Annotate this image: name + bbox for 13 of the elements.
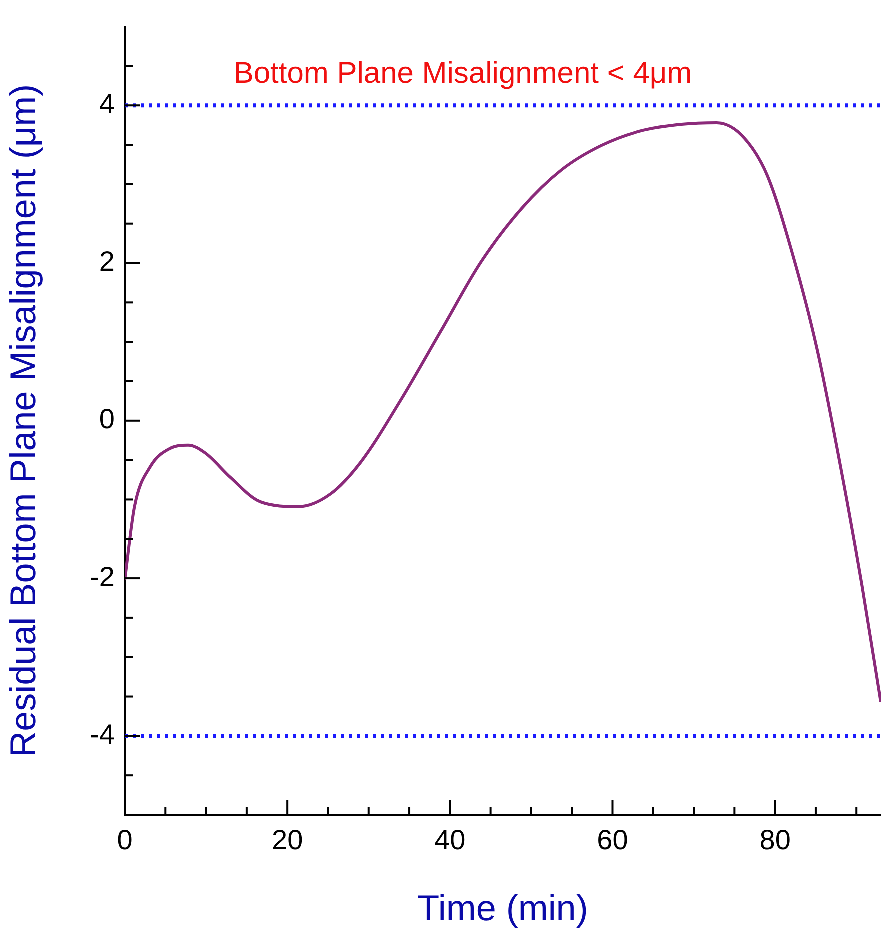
y-tick-label: 2: [99, 246, 115, 277]
y-tick-label: 4: [99, 88, 115, 120]
y-tick-label: 0: [99, 404, 115, 435]
x-tick-label: 40: [434, 824, 466, 856]
x-tick-label: 80: [760, 824, 791, 856]
x-axis-title: Time (min): [418, 887, 588, 928]
x-tick-label: 60: [597, 824, 628, 856]
annotation: Bottom Plane Misalignment < 4μm: [234, 57, 692, 90]
y-tick-label: -4: [90, 718, 115, 750]
x-tick-label: 20: [272, 824, 304, 856]
y-axis-title: Residual Bottom Plane Misalignment (μm): [2, 84, 44, 758]
y-tick-label: -2: [90, 561, 115, 592]
line-series: [125, 121, 881, 704]
